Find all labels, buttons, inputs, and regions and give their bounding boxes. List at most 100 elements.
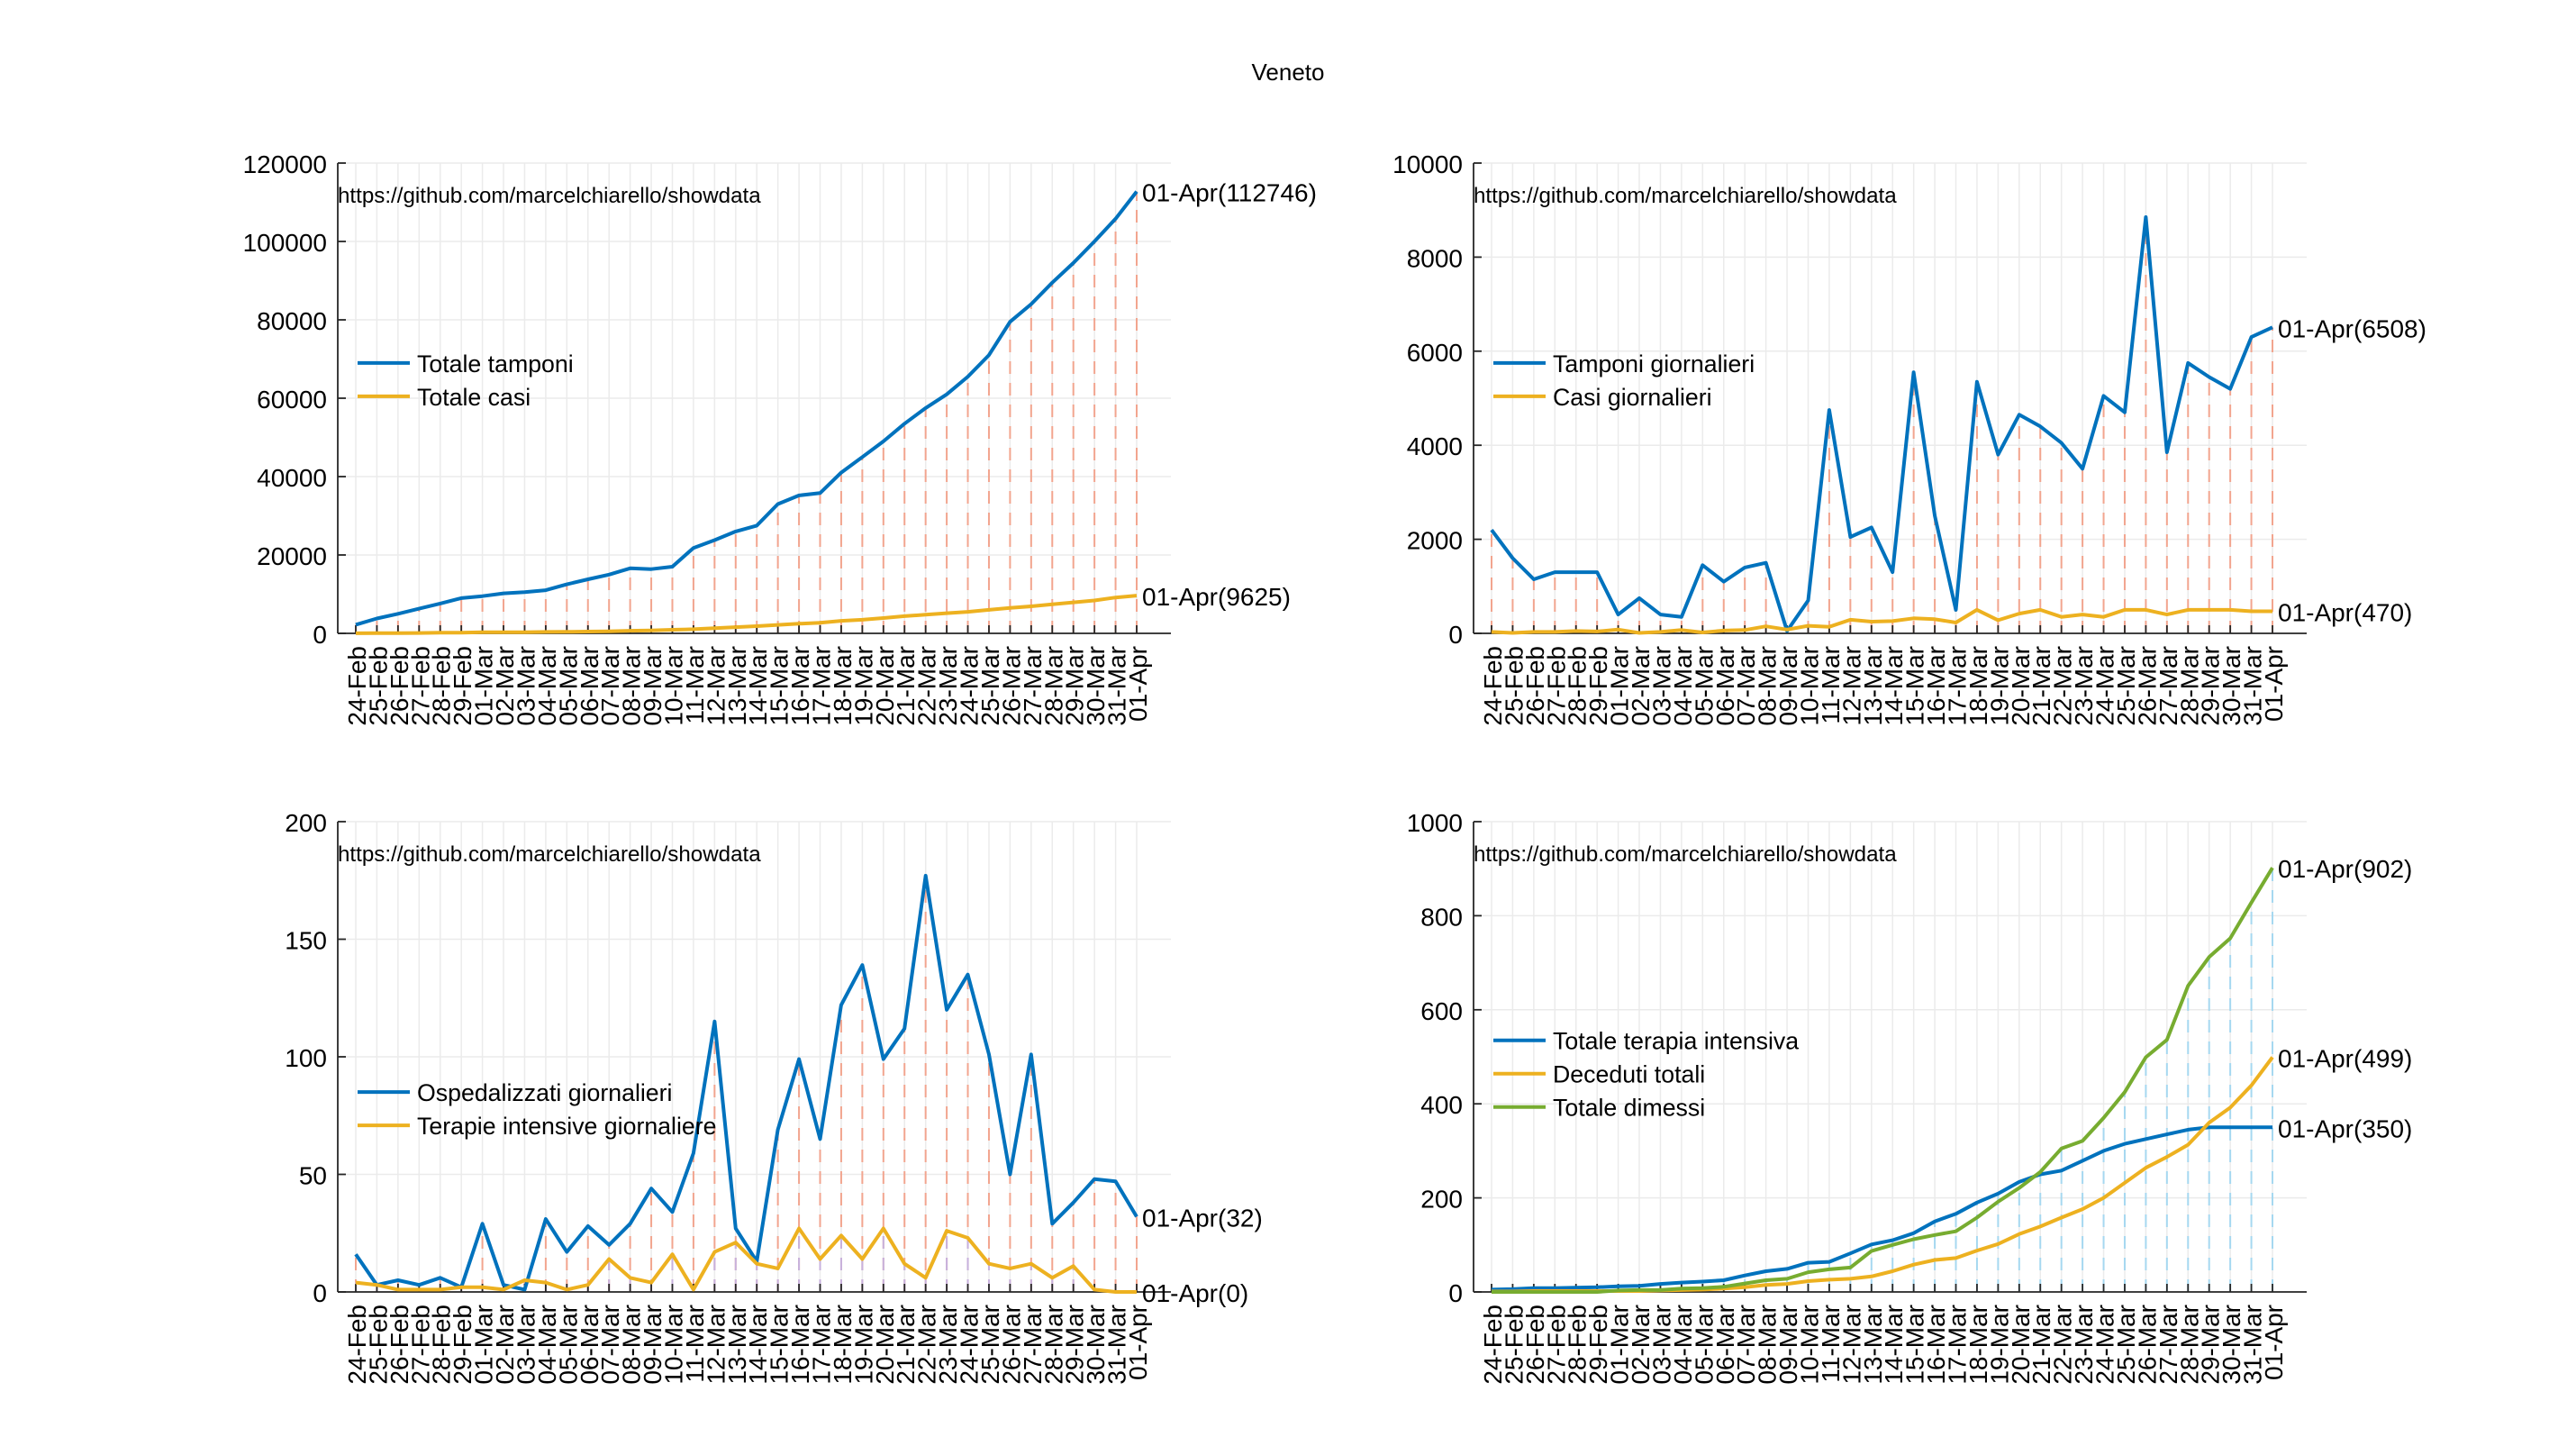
x-tick-label: 28-Mar: [2175, 646, 2203, 726]
x-tick-label: 13-Mar: [723, 1305, 751, 1385]
x-tick-label: 19-Mar: [849, 1305, 877, 1385]
x-tick-label: 27-Feb: [1542, 646, 1570, 726]
x-tick-label: 24-Mar: [956, 1305, 984, 1385]
x-tick-label: 24-Mar: [956, 646, 984, 726]
series-line-2: [1492, 867, 2274, 1294]
x-tick-label: 31-Mar: [2239, 646, 2267, 726]
x-tick-label: 15-Mar: [1901, 646, 1929, 726]
x-tick-label: 28-Feb: [428, 1305, 456, 1385]
x-tick-label: 06-Mar: [576, 646, 603, 726]
x-tick-label: 10-Mar: [1795, 1305, 1823, 1385]
x-tick-label: 22-Mar: [2049, 646, 2077, 726]
x-tick-label: 31-Mar: [2239, 1305, 2267, 1385]
x-tick-label: 14-Mar: [744, 646, 772, 726]
x-tick-label: 04-Mar: [533, 1305, 561, 1385]
x-tick-label: 24-Mar: [2091, 1305, 2119, 1385]
x-tick-label: 06-Mar: [1711, 646, 1739, 726]
x-tick-label: 23-Mar: [2070, 646, 2098, 726]
legend: Ospedalizzati giornalieri Terapie intensi…: [358, 1079, 717, 1140]
x-tick-label: 09-Mar: [639, 1305, 667, 1385]
legend-label-1: Casi giornalieri: [1553, 384, 1712, 411]
x-tick-label: 02-Mar: [491, 646, 519, 726]
x-tick-label: 23-Mar: [934, 646, 962, 726]
x-tick-label: 20-Mar: [871, 1305, 899, 1385]
x-tick-label: 12-Mar: [702, 646, 730, 726]
x-tick-label: 08-Mar: [1754, 646, 1782, 726]
x-tick-label: 18-Mar: [1964, 646, 1992, 726]
x-tick-label: 01-Mar: [1606, 1305, 1634, 1385]
x-tick-label: 10-Mar: [659, 1305, 687, 1385]
y-tick-label: 120000: [243, 150, 327, 178]
x-tick-label: 16-Mar: [786, 1305, 814, 1385]
x-tick-label: 29-Mar: [1061, 1305, 1089, 1385]
y-tick-label: 0: [313, 621, 327, 649]
x-tick-label: 07-Mar: [1732, 1305, 1760, 1385]
x-tick-label: 15-Mar: [766, 1305, 794, 1385]
series-end-label: 01-Apr(6508): [2278, 314, 2426, 342]
x-tick-label: 05-Mar: [554, 1305, 582, 1385]
watermark-text: https://github.com/marcelchiarello/showd…: [338, 184, 761, 208]
series-end-label: 01-Apr(470): [2278, 598, 2412, 626]
legend-label-0: Totale terapia intensiva: [1553, 1028, 1799, 1055]
series-end-label: 01-Apr(112746): [1142, 179, 1317, 207]
y-tick-label: 1000: [1407, 809, 1463, 837]
y-tick-label: 100: [285, 1044, 327, 1072]
x-tick-label: 28-Mar: [2175, 1305, 2203, 1385]
x-tick-label: 12-Mar: [702, 1305, 730, 1385]
legend-label-1: Terapie intensive giornaliere: [417, 1113, 717, 1140]
x-tick-label: 25-Feb: [1500, 1305, 1528, 1385]
x-tick-label: 28-Feb: [1564, 646, 1592, 726]
y-tick-label: 60000: [257, 386, 327, 414]
x-tick-label: 25-Mar: [2112, 646, 2140, 726]
x-tick-label: 14-Mar: [1880, 1305, 1908, 1385]
x-tick-label: 22-Mar: [913, 1305, 941, 1385]
series-line-1: [355, 1226, 1137, 1294]
x-tick-label: 17-Mar: [1944, 1305, 1972, 1385]
series-line-1: [355, 594, 1138, 635]
x-tick-label: 15-Mar: [766, 646, 794, 726]
x-tick-label: 17-Mar: [808, 646, 836, 726]
x-tick-label: 23-Mar: [2070, 1305, 2098, 1385]
x-tick-label: 01-Mar: [470, 1305, 498, 1385]
chart-panel-tamponi-giornalieri: 0 2000 4000 6000 8000 10000 24-Feb25-Feb26-Feb…: [1392, 150, 2426, 726]
x-tick-label: 07-Mar: [1732, 646, 1760, 726]
x-tick-label: 24-Feb: [1479, 646, 1507, 726]
x-tick-label: 29-Feb: [449, 1305, 476, 1385]
x-tick-label: 22-Mar: [913, 646, 941, 726]
x-tick-label: 01-Apr: [2260, 646, 2288, 722]
x-tick-label: 01-Mar: [1606, 646, 1634, 726]
x-tick-label: 16-Mar: [1922, 1305, 1950, 1385]
legend-label-1: Totale casi: [417, 384, 531, 411]
x-tick-label: 25-Mar: [2112, 1305, 2140, 1385]
x-tick-label: 26-Feb: [385, 1305, 413, 1385]
x-tick-label: 26-Mar: [2133, 646, 2161, 726]
x-tick-label: 12-Mar: [1837, 646, 1865, 726]
y-tick-label: 10000: [1392, 150, 1463, 178]
x-tick-label: 26-Mar: [997, 1305, 1025, 1385]
y-tick-label: 2000: [1407, 527, 1463, 555]
series-end-label: 01-Apr(9625): [1142, 583, 1291, 611]
x-tick-label: 05-Mar: [1690, 646, 1718, 726]
legend-label-0: Tamponi giornalieri: [1553, 350, 1755, 377]
x-tick-label: 13-Mar: [1859, 1305, 1887, 1385]
x-tick-label: 29-Mar: [2197, 646, 2225, 726]
x-tick-label: 04-Mar: [1669, 1305, 1697, 1385]
x-tick-label: 29-Feb: [1584, 646, 1612, 726]
x-tick-label: 14-Mar: [744, 1305, 772, 1385]
x-tick-label: 27-Mar: [1019, 646, 1047, 726]
x-tick-label: 26-Feb: [1521, 1305, 1549, 1385]
x-tick-label: 11-Mar: [681, 646, 709, 724]
chart-panel-ospedalizzati: 0 50 100 150 200 24-Feb25-Feb26-Feb27-Feb28-F…: [285, 809, 1262, 1385]
chart-panel-terapia-deceduti-dimessi: 0 200 400 600 800 1000 24-Feb25-Feb26-Feb27-Fe…: [1407, 809, 2413, 1385]
watermark-text: https://github.com/marcelchiarello/showd…: [1474, 184, 1897, 208]
x-tick-label: 29-Mar: [2197, 1305, 2225, 1385]
x-tick-label: 03-Mar: [1647, 646, 1675, 726]
x-tick-label: 11-Mar: [1817, 1305, 1845, 1383]
x-tick-label: 26-Mar: [997, 646, 1025, 726]
x-tick-label: 11-Mar: [681, 1305, 709, 1383]
x-tick-label: 27-Mar: [2154, 1305, 2182, 1385]
x-tick-label: 19-Mar: [849, 646, 877, 726]
x-tick-label: 26-Mar: [2133, 1305, 2161, 1385]
x-tick-label: 28-Mar: [1039, 1305, 1067, 1385]
x-tick-label: 02-Mar: [491, 1305, 519, 1385]
